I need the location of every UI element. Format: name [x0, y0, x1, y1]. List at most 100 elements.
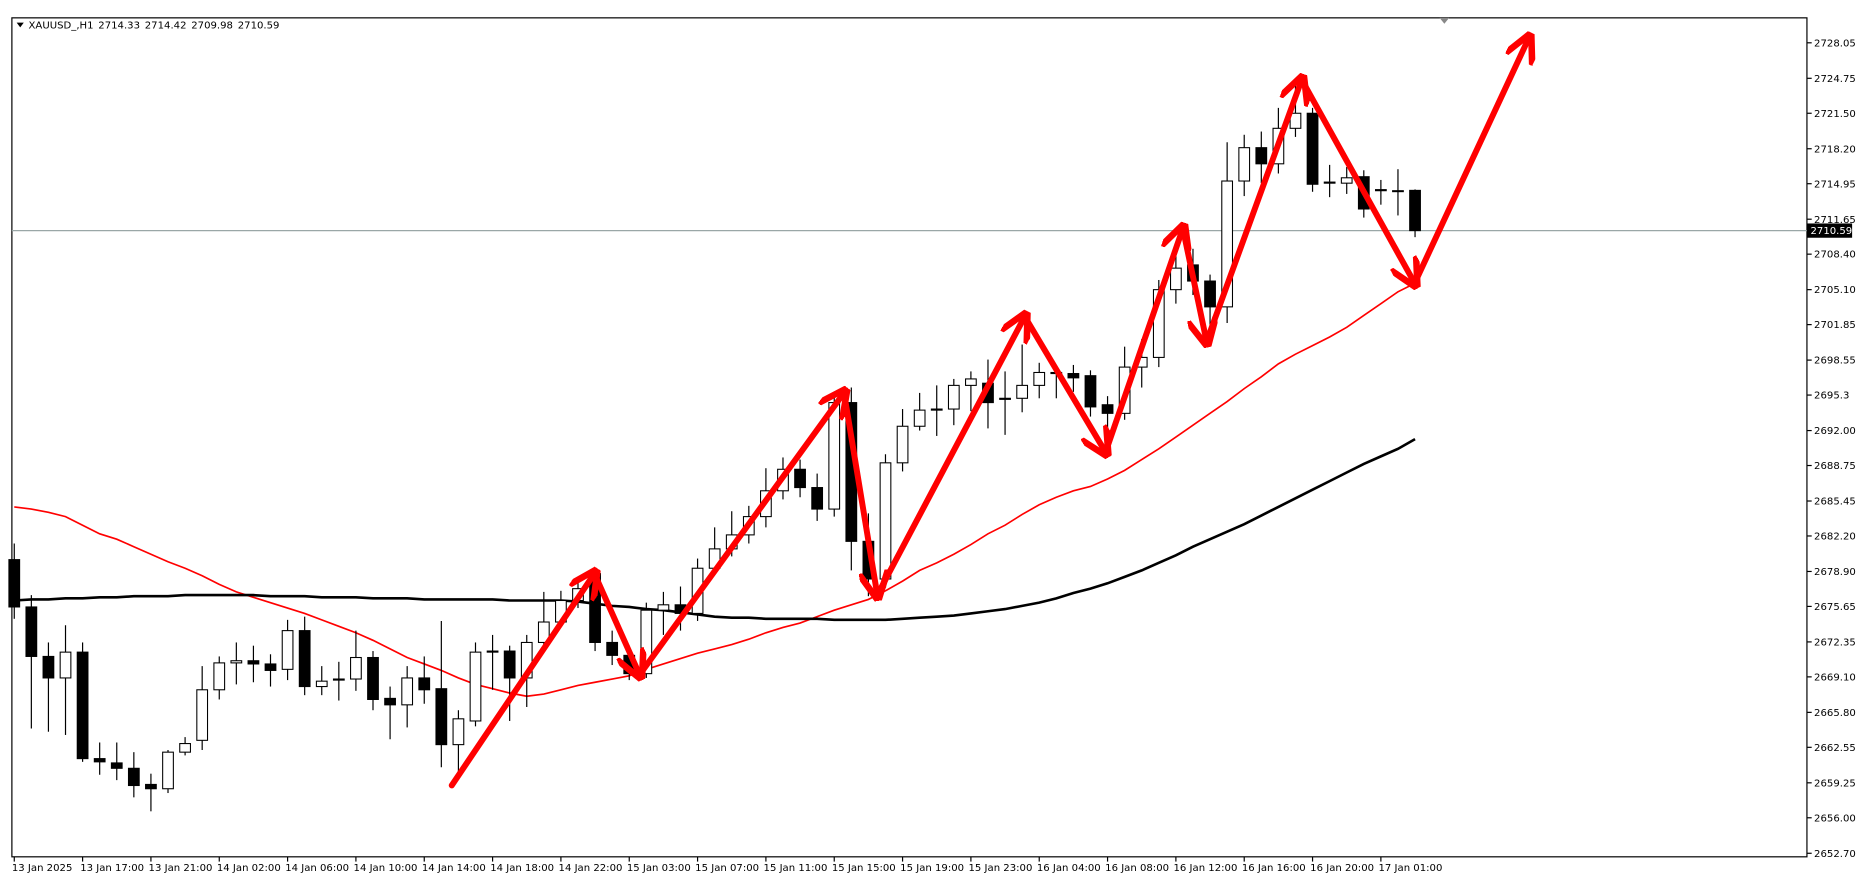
candle-body [435, 688, 448, 746]
header-field: XAUUSD_,H1 [29, 21, 94, 32]
x-tick-label: 13 Jan 21:00 [149, 863, 213, 874]
candle-body [794, 468, 806, 489]
x-tick-label: 14 Jan 18:00 [490, 863, 554, 874]
candle-body [537, 621, 550, 643]
candle-body [486, 650, 499, 653]
price-label-box [1806, 223, 1853, 238]
moving-average-line [14, 438, 1416, 622]
candle-body [879, 462, 892, 580]
y-tick-label: 2665.80 [1814, 708, 1856, 719]
candle-body [42, 655, 55, 679]
candle-body [298, 630, 311, 688]
y-tick-label: 2701.85 [1814, 320, 1856, 331]
candle-body [1033, 371, 1046, 386]
candle-body [503, 650, 516, 679]
candle-body [1204, 280, 1216, 308]
y-tick-label: 2656.00 [1814, 813, 1856, 824]
chart-header: XAUUSD_,H1 2714.33 2714.42 2709.98 2710.59 [29, 21, 280, 32]
y-tick-label: 2672.35 [1814, 637, 1856, 648]
candle-body [1409, 189, 1421, 232]
y-tick-label: 2682.20 [1814, 532, 1856, 543]
candle-body [315, 680, 328, 688]
candle-body [25, 606, 38, 657]
header-field: 2714.33 [98, 21, 140, 32]
annotation-arrows [448, 38, 1529, 789]
y-tick-label: 2675.65 [1814, 602, 1856, 613]
y-tick-label: 2669.10 [1814, 672, 1856, 683]
x-tick-label: 15 Jan 19:00 [900, 863, 964, 874]
y-tick-label: 2711.65 [1814, 215, 1856, 226]
candle-body [1016, 384, 1029, 399]
candle-body [213, 662, 226, 691]
candle-body [264, 663, 277, 671]
candle-body [127, 767, 140, 787]
candle-body [828, 402, 841, 510]
x-tick-label: 16 Jan 20:00 [1310, 863, 1374, 874]
arrow [636, 393, 844, 678]
candle-body [606, 641, 619, 656]
x-tick-label: 15 Jan 11:00 [764, 863, 828, 874]
candle-body [8, 559, 21, 608]
candle-body [913, 409, 926, 427]
x-tick-label: 15 Jan 03:00 [627, 863, 691, 874]
candle-body [1238, 147, 1251, 182]
candle-body [93, 758, 106, 763]
shift-marker [1439, 17, 1450, 24]
candle-body [1323, 181, 1336, 184]
candle-body [1289, 112, 1302, 129]
candle-body [384, 697, 396, 706]
candle-body [1392, 190, 1404, 193]
candle-body [196, 689, 209, 741]
x-tick-label: 14 Jan 14:00 [422, 863, 486, 874]
x-tick-label: 15 Jan 07:00 [695, 863, 759, 874]
candle-body [247, 660, 260, 665]
candle-body [401, 677, 414, 706]
candle-body [230, 660, 243, 664]
candle-body [418, 677, 431, 691]
y-tick-label: 2724.75 [1814, 74, 1856, 85]
candle-body [947, 384, 960, 410]
x-tick-label: 16 Jan 08:00 [1105, 863, 1169, 874]
candle-body [1101, 404, 1114, 414]
y-tick-label: 2659.25 [1814, 778, 1856, 789]
arrow [591, 570, 639, 675]
arrow [448, 574, 595, 789]
x-tick-label: 13 Jan 17:00 [80, 863, 144, 874]
arrow [1179, 225, 1207, 341]
header-field: 2709.98 [191, 21, 233, 32]
candle-body [281, 630, 294, 670]
candle-body [657, 604, 670, 611]
arrow [1203, 80, 1302, 345]
y-tick-label: 2692.00 [1814, 426, 1856, 437]
candle-body [452, 718, 465, 746]
candle-body [1067, 373, 1080, 379]
arrow [1411, 38, 1529, 287]
candle-body [1374, 189, 1387, 192]
y-tick-label: 2728.05 [1814, 38, 1856, 49]
x-tick-label: 15 Jan 15:00 [832, 863, 896, 874]
x-tick-label: 16 Jan 04:00 [1037, 863, 1101, 874]
candle-body [76, 651, 89, 760]
arrow [841, 389, 877, 595]
y-tick-label: 2695.3 [1814, 391, 1849, 402]
y-tick-label: 2685.45 [1814, 497, 1856, 508]
y-tick-label: 2698.55 [1814, 356, 1856, 367]
candle-body [1084, 375, 1097, 408]
y-tick-label: 2721.50 [1814, 109, 1856, 120]
candle-body [930, 408, 943, 411]
candle-body [179, 743, 191, 753]
x-tick-label: 13 Jan 2025 [12, 863, 72, 874]
y-tick-label: 2688.75 [1814, 461, 1856, 472]
candle-body [145, 783, 157, 790]
y-tick-label: 2708.40 [1814, 250, 1856, 261]
candle-body [1170, 267, 1182, 291]
candle-body [1221, 180, 1234, 308]
candle-body [110, 762, 123, 769]
candle-body [965, 378, 977, 386]
arrow [1298, 76, 1415, 283]
arrow [1102, 228, 1183, 456]
header-field: 2714.42 [145, 21, 187, 32]
